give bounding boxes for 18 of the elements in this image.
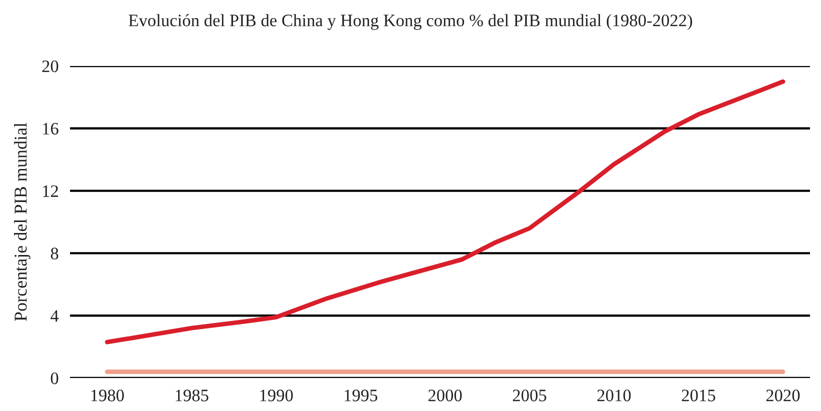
- x-tick-label: 2000: [428, 390, 462, 402]
- x-tick-label: 2005: [512, 390, 546, 402]
- y-tick-label: 12: [43, 185, 58, 197]
- y-tick-label: 16: [43, 122, 58, 135]
- y-tick-label: 0: [50, 372, 58, 384]
- x-tick-label: 2020: [766, 390, 800, 402]
- y-axis-title: Porcentaje del PIB mundial: [14, 122, 30, 322]
- x-tick-label: 1980: [91, 390, 124, 402]
- line-series: [104, 79, 786, 344]
- x-tick-label: 1995: [344, 390, 378, 402]
- x-tick-label: 1990: [260, 390, 293, 402]
- x-tick-label: 2010: [597, 390, 631, 402]
- y-tick-label: 20: [42, 60, 58, 72]
- y-tick-label: 4: [50, 310, 59, 322]
- chart-title: Evolución del PIB de China y Hong Kong como % del PIB mundial (1980-2022): [128, 14, 692, 30]
- y-tick-label: 8: [50, 248, 58, 260]
- x-tick-label: 2015: [682, 390, 716, 402]
- x-tick-label: 1985: [176, 390, 208, 402]
